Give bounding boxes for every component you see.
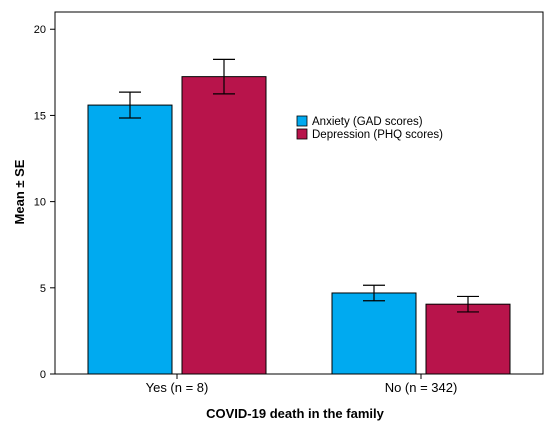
axes-group: 0 5 10 15 20 Yes (n = 8) No (n = 342) [34, 24, 458, 395]
y-tick-label-10: 10 [34, 197, 46, 209]
x-axis-title: COVID-19 death in the family [206, 406, 384, 421]
y-tick-label-20: 20 [34, 24, 46, 36]
error-bars-group [119, 58, 479, 313]
bar-2-2 [425, 303, 511, 375]
y-tick-label-5: 5 [40, 283, 46, 295]
y-axis-title: Mean ± SE [12, 159, 27, 224]
legend-label-2: Depression (PHQ scores) [312, 129, 443, 141]
legend-swatch-1 [296, 115, 308, 127]
legend-label-1: Anxiety (GAD scores) [312, 116, 423, 128]
bar-1-2 [331, 292, 417, 375]
bar-2-1 [181, 76, 267, 375]
y-tick-label-15: 15 [34, 110, 46, 122]
x-tick-label-1: Yes (n = 8) [146, 380, 209, 395]
x-tick-label-2: No (n = 342) [385, 380, 458, 395]
bar-1-1 [87, 104, 173, 375]
legend: Anxiety (GAD scores)Depression (PHQ scor… [296, 115, 443, 141]
y-tick-label-0: 0 [40, 369, 46, 381]
legend-swatch-2 [296, 128, 308, 140]
